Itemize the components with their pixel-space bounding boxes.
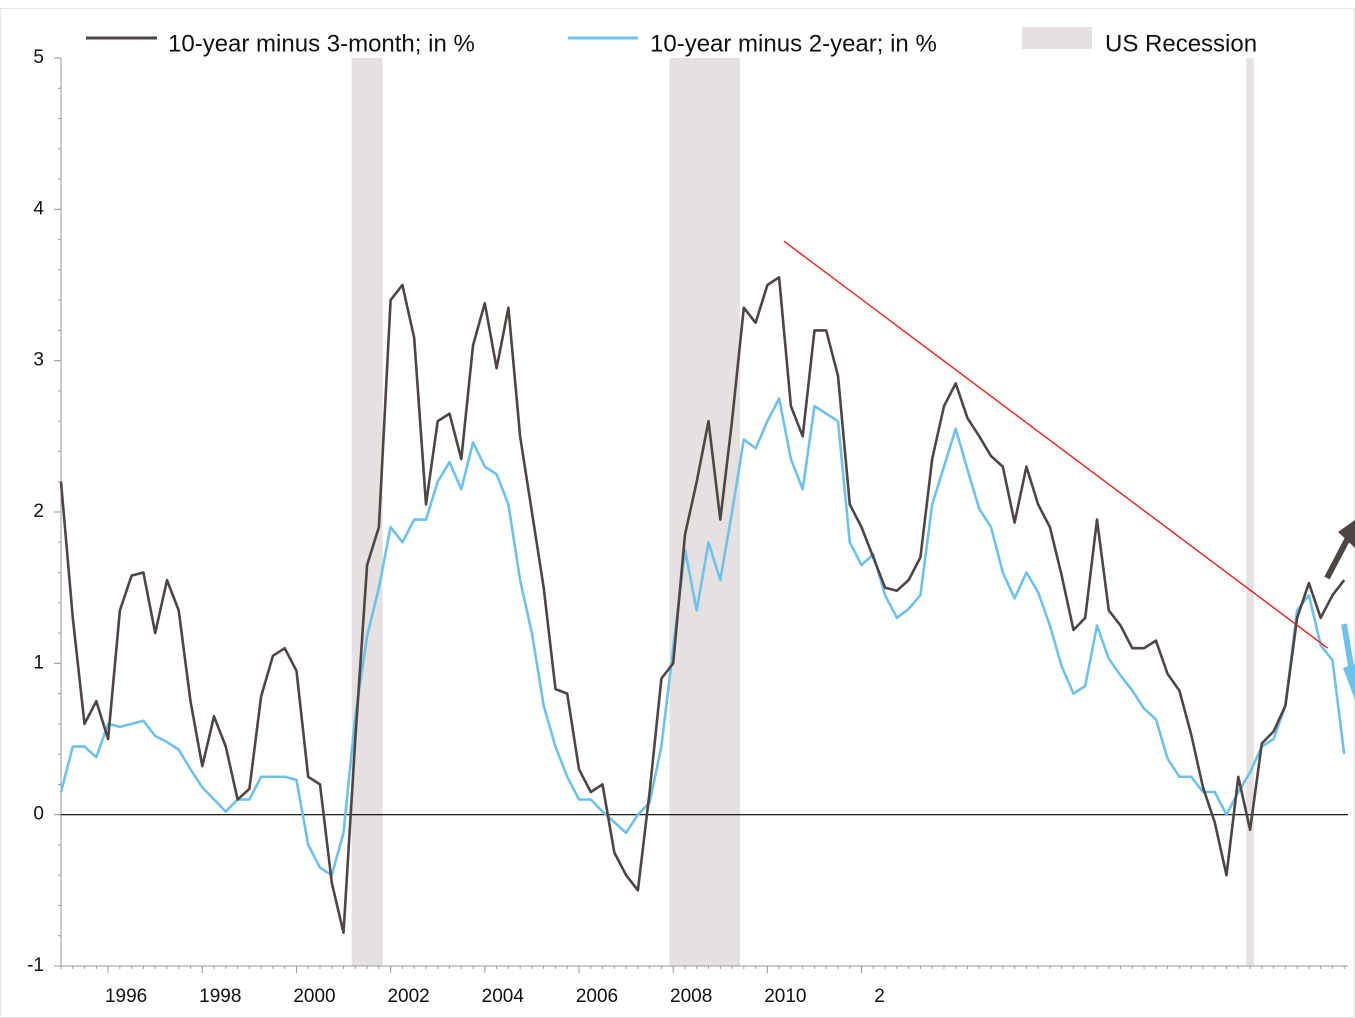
legend-swatch: [1022, 27, 1092, 49]
arrow-head: [1343, 664, 1355, 700]
x-tick-label: 2002: [387, 986, 429, 1007]
x-tick-label: 2: [874, 986, 885, 1007]
x-tick-label: 2004: [482, 986, 525, 1007]
recession-band: [351, 58, 383, 966]
y-tick-label: 4: [33, 198, 44, 219]
legend-label: US Recession: [1105, 30, 1257, 57]
y-tick-label: 0: [33, 804, 44, 825]
arrow: [1324, 536, 1351, 580]
y-tick-label: 5: [33, 47, 44, 68]
arrow: [1341, 623, 1355, 673]
x-tick-label: 2006: [576, 986, 618, 1007]
plot-area: -1 0 1 2 3 4 5 1996 1998 2000 2002 2004 2006 2008 2010…: [27, 47, 1355, 1007]
trend-line: [783, 240, 1329, 649]
recession-band: [669, 58, 741, 966]
y-tick-label: -1: [27, 955, 44, 976]
legend-label: 10-year minus 3-month; in %: [168, 30, 475, 57]
y-tick-label: 2: [33, 501, 44, 522]
y-tick-label: 3: [33, 350, 44, 371]
x-tick-label: 2010: [764, 986, 806, 1007]
x-tick-label: 2000: [293, 986, 335, 1007]
x-tick-label: 1996: [105, 986, 147, 1007]
y-tick-label: 1: [33, 652, 44, 673]
x-tick-label: 1998: [199, 986, 241, 1007]
recession-band: [1246, 58, 1254, 966]
series-line: [59, 397, 1346, 877]
x-tick-label: 2008: [670, 986, 712, 1007]
legend: 10-year minus 3-month; in % 10-year minu…: [86, 27, 1257, 57]
arrow-head: [1338, 520, 1355, 548]
series-line: [59, 276, 1346, 934]
legend-label: 10-year minus 2-year; in %: [650, 30, 937, 57]
